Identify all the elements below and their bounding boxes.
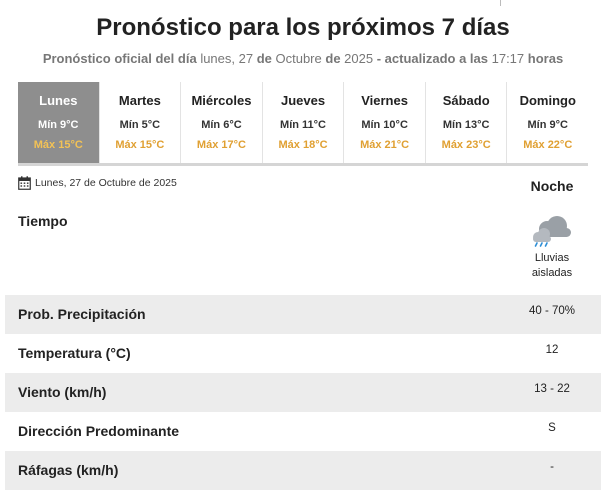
selected-date-text: Lunes, 27 de Octubre de 2025 <box>35 177 177 189</box>
page-subtitle: Pronóstico oficial del día lunes, 27 de … <box>0 51 606 66</box>
day-name: Miércoles <box>191 93 252 108</box>
weather-desc-line-2: aisladas <box>531 267 573 279</box>
row-value: 12 <box>545 344 559 356</box>
weather-description: Lluvias aisladas <box>520 251 584 281</box>
day-max-temp: Máx 15°C <box>115 139 165 151</box>
cloud-rain-icon <box>529 212 573 248</box>
tab-lunes[interactable]: Lunes Mín 9°C Máx 15°C <box>18 82 100 163</box>
row-value: - <box>550 461 554 473</box>
day-min-temp: Mín 6°C <box>201 119 242 131</box>
subtitle-time: 17:17 <box>491 51 525 66</box>
row-value: S <box>548 422 556 434</box>
row-precipitation: Prob. Precipitación 40 - 70% <box>5 295 601 334</box>
day-max-temp: Máx 18°C <box>278 139 328 151</box>
row-value: 40 - 70% <box>528 305 576 317</box>
selected-date: Lunes, 27 de Octubre de 2025 <box>18 176 177 190</box>
subtitle-prefix: Pronóstico oficial del día <box>42 51 197 66</box>
day-max-temp: Máx 23°C <box>441 139 491 151</box>
day-name: Jueves <box>280 93 326 108</box>
day-max-temp: Máx 15°C <box>33 139 83 151</box>
day-min-temp: Mín 13°C <box>442 119 490 131</box>
day-tabs: Lunes Mín 9°C Máx 15°C Martes Mín 5°C Má… <box>18 82 588 166</box>
day-min-temp: Mín 9°C <box>38 119 79 131</box>
day-max-temp: Máx 21°C <box>360 139 410 151</box>
page-title: Pronóstico para los próximos 7 días <box>96 14 510 41</box>
row-temperature: Temperatura (°C) 12 <box>5 334 601 373</box>
calendar-icon <box>18 176 31 190</box>
row-label: Temperatura (°C) <box>18 345 131 361</box>
row-label: Viento (km/h) <box>18 384 107 400</box>
day-name: Sábado <box>442 93 490 108</box>
subtitle-de-1: de <box>256 51 272 66</box>
day-max-temp: Máx 17°C <box>196 139 246 151</box>
subtitle-updated: - actualizado a las <box>376 51 488 66</box>
subtitle-year: 2025 <box>344 51 374 66</box>
tab-miercoles[interactable]: Miércoles Mín 6°C Máx 17°C <box>181 82 263 163</box>
subtitle-date-day: lunes, 27 <box>200 51 254 66</box>
row-label: Ráfagas (km/h) <box>18 462 119 478</box>
day-name: Domingo <box>519 93 576 108</box>
tab-sabado[interactable]: Sábado Mín 13°C Máx 23°C <box>426 82 508 163</box>
subtitle-horas: horas <box>527 51 564 66</box>
day-name: Martes <box>118 93 161 108</box>
subtitle-de-2: de <box>325 51 341 66</box>
tab-viernes[interactable]: Viernes Mín 10°C Máx 21°C <box>344 82 426 163</box>
day-name: Viernes <box>361 93 408 108</box>
row-wind-direction: Dirección Predominante S <box>5 412 601 451</box>
subtitle-month: Octubre <box>275 51 322 66</box>
weather-desc-line-1: Lluvias <box>534 252 570 264</box>
top-divider <box>500 0 501 6</box>
tab-domingo[interactable]: Domingo Mín 9°C Máx 22°C <box>507 82 588 163</box>
day-min-temp: Mín 5°C <box>119 119 161 131</box>
row-wind: Viento (km/h) 13 - 22 <box>5 373 601 412</box>
day-min-temp: Mín 11°C <box>280 119 326 131</box>
day-name: Lunes <box>39 93 78 108</box>
day-max-temp: Máx 22°C <box>523 139 573 151</box>
day-min-temp: Mín 9°C <box>527 119 568 131</box>
day-min-temp: Mín 10°C <box>361 119 408 131</box>
row-value: 13 - 22 <box>534 383 570 395</box>
row-gusts: Ráfagas (km/h) - <box>5 451 601 490</box>
row-label: Prob. Precipitación <box>18 306 146 322</box>
period-label: Noche <box>530 178 574 194</box>
tiempo-label: Tiempo <box>18 213 68 229</box>
tab-martes[interactable]: Martes Mín 5°C Máx 15°C <box>100 82 182 163</box>
row-label: Dirección Predominante <box>18 423 180 439</box>
tab-jueves[interactable]: Jueves Mín 11°C Máx 18°C <box>263 82 345 163</box>
